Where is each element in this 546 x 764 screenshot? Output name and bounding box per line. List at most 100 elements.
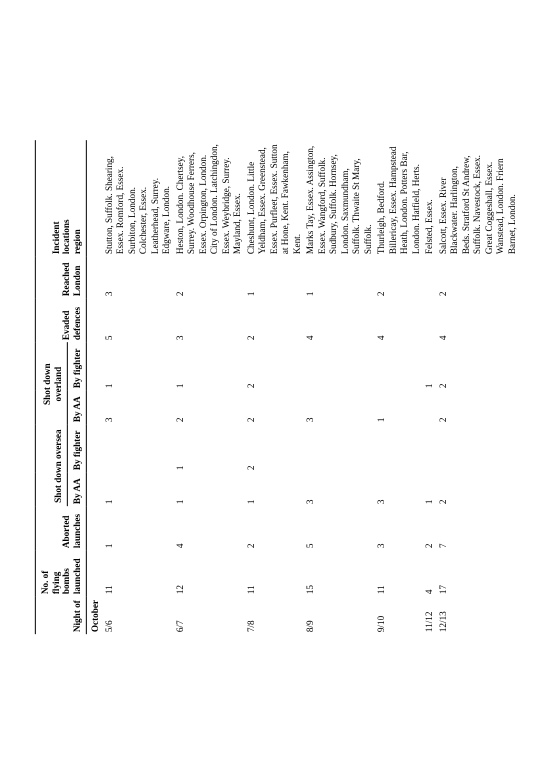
cell-sl-aa: 2 (245, 390, 305, 424)
cell-sl-ft (375, 342, 423, 390)
cell-so-ft (437, 424, 520, 472)
table-body: October 5/611113153Stutton, Suffolk. She… (87, 140, 520, 634)
cell-so-ft (304, 424, 375, 472)
hdr-night-l1: Night of (72, 600, 82, 632)
cell-so-ft (375, 424, 423, 472)
col-launched: No. of flying bombs launched (35, 550, 86, 596)
cell-so-ft: 1 (174, 424, 245, 472)
cell-sl-ft: 2 (437, 342, 520, 390)
hdr-aborted-l2: launches (72, 514, 82, 548)
col-locations: Incident locations region (35, 140, 86, 256)
cell-sl-aa: 2 (174, 390, 245, 424)
col-evaded: Evaded defences (35, 298, 86, 342)
table-row: 7/8112122221Cheshunt, London. Little Yel… (245, 140, 305, 634)
cell-locations: Salcott, Essex. River Blackwater. Harlin… (437, 140, 520, 256)
cell-so-aa: 1 (423, 472, 437, 506)
cell-locations: Felsted, Essex. (423, 140, 437, 256)
col-night: Night of (35, 596, 86, 634)
cell-sl-ft: 1 (174, 342, 245, 390)
cell-evaded: 5 (103, 298, 174, 342)
col-reached: Reached London (35, 256, 86, 298)
cell-sl-ft: 2 (245, 342, 305, 390)
cell-launched: 15 (304, 550, 375, 596)
cell-launched: 12 (174, 550, 245, 596)
cell-night: 8/9 (304, 596, 375, 634)
cell-so-ft (423, 424, 437, 472)
table-row: 5/611113153Stutton, Suffolk. Shearing, E… (103, 140, 174, 634)
cell-aborted: 3 (375, 506, 423, 550)
cell-sl-aa: 3 (103, 390, 174, 424)
cell-locations: Stutton, Suffolk. Shearing, Essex. Romfo… (103, 140, 174, 256)
cell-launched: 4 (423, 550, 437, 596)
cell-reached: 2 (437, 256, 520, 298)
table-row: 11/124211Felsted, Essex. (423, 140, 437, 634)
cell-aborted: 7 (437, 506, 520, 550)
cell-reached: 1 (304, 256, 375, 298)
cell-reached: 3 (103, 256, 174, 298)
cell-aborted: 5 (304, 506, 375, 550)
cell-launched: 11 (245, 550, 305, 596)
hdr-launched-l1: No. of (40, 571, 50, 594)
raids-table: Night of No. of flying bombs launched Ab… (35, 140, 519, 634)
table-row: 9/101133142Thurleigh, Bedford. Billerica… (375, 140, 423, 634)
hdr-sl-ft: By fighter (72, 348, 82, 388)
page: Night of No. of flying bombs launched Ab… (0, 0, 546, 764)
hdr-evaded-l2: defences (72, 307, 82, 340)
cell-locations: Marks Tay, Essex. Assington, Essex. Wang… (304, 140, 375, 256)
hdr-evaded-l1: Evaded (61, 310, 71, 340)
col-sl-aa: By AA (68, 390, 87, 424)
cell-reached (423, 256, 437, 298)
month-row: October (87, 140, 103, 634)
cell-so-ft (103, 424, 174, 472)
cell-evaded: 4 (375, 298, 423, 342)
hdr-loc-l3: region (72, 229, 82, 254)
cell-night: 7/8 (245, 596, 305, 634)
cell-evaded: 4 (304, 298, 375, 342)
cell-aborted: 1 (103, 506, 174, 550)
col-so-ft: By fighter (68, 424, 87, 472)
col-so-aa: By AA (68, 472, 87, 506)
cell-launched: 17 (437, 550, 520, 596)
month-label: October (87, 140, 103, 634)
cell-locations: Heston, London. Chertsey, Surrey. Woodho… (174, 140, 245, 256)
col-group-overland: Shot down overland (35, 342, 67, 424)
cell-evaded (423, 298, 437, 342)
hdr-reached-l2: London (72, 265, 82, 296)
cell-evaded: 4 (437, 298, 520, 342)
hdr-loc-l2: locations (61, 219, 71, 254)
cell-reached: 2 (375, 256, 423, 298)
cell-night: 5/6 (103, 596, 174, 634)
cell-aborted: 2 (423, 506, 437, 550)
hdr-aborted-l1: Aborted (61, 515, 71, 548)
hdr-reached-l1: Reached (61, 262, 71, 296)
hdr-oversea: Shot down oversea (53, 429, 63, 503)
cell-evaded: 3 (174, 298, 245, 342)
col-sl-ft: By fighter (68, 342, 87, 390)
cell-night: 11/12 (423, 596, 437, 634)
cell-launched: 11 (103, 550, 174, 596)
cell-so-aa: 1 (103, 472, 174, 506)
hdr-launched-l2: flying bombs (50, 568, 71, 594)
cell-sl-aa: 1 (375, 390, 423, 424)
table-row: 12/1317722242Salcott, Essex. River Black… (437, 140, 520, 634)
cell-so-aa: 3 (304, 472, 375, 506)
hdr-launched-l3: launched (72, 558, 82, 594)
cell-aborted: 4 (174, 506, 245, 550)
cell-so-aa: 1 (245, 472, 305, 506)
cell-evaded: 2 (245, 298, 305, 342)
cell-reached: 1 (245, 256, 305, 298)
hdr-loc-l1: Incident (50, 221, 60, 254)
hdr-sl-aa: By AA (72, 396, 82, 422)
cell-sl-aa (423, 390, 437, 424)
cell-so-aa: 2 (437, 472, 520, 506)
cell-sl-aa: 2 (437, 390, 520, 424)
cell-so-ft: 2 (245, 424, 305, 472)
cell-locations: Thurleigh, Bedford. Billericay, Essex. H… (375, 140, 423, 256)
cell-sl-aa: 3 (304, 390, 375, 424)
cell-sl-ft: 1 (423, 342, 437, 390)
table-container: Night of No. of flying bombs launched Ab… (35, 140, 519, 634)
cell-sl-ft (304, 342, 375, 390)
cell-reached: 2 (174, 256, 245, 298)
col-aborted: Aborted launches (35, 506, 86, 550)
cell-locations: Cheshunt, London. Little Yeldham, Essex.… (245, 140, 305, 256)
